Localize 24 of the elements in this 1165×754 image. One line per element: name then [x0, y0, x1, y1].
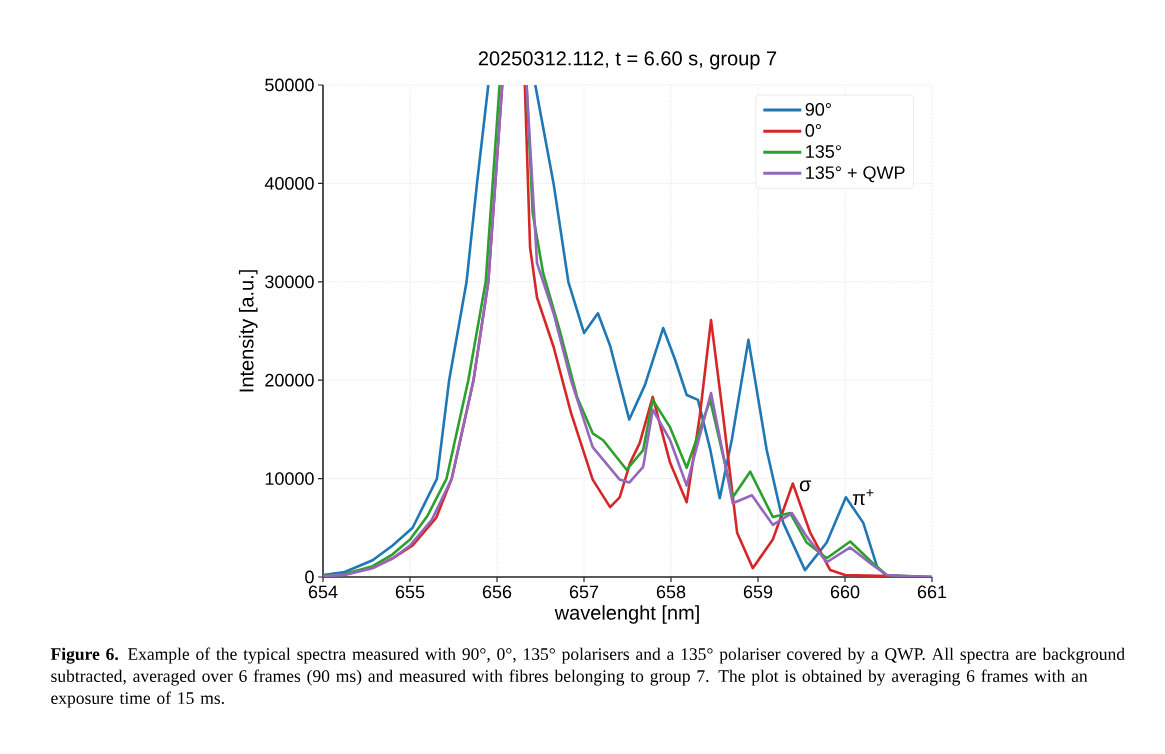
- x-tick-label: 657: [569, 585, 599, 599]
- legend-label: 135°: [806, 145, 841, 158]
- y-tick-label: 10000: [265, 472, 314, 485]
- y-tick-label: 30000: [265, 275, 314, 289]
- x-tick-label: 656: [482, 585, 512, 599]
- chart-title: 20250312.112, t = 6.60 s, group 7: [478, 51, 777, 70]
- legend-label: 90°: [805, 103, 831, 116]
- x-tick-label: 655: [395, 585, 425, 599]
- x-tick-label: 660: [830, 585, 860, 599]
- x-axis-title: wavelenght [nm]: [554, 605, 699, 624]
- annotation: σ: [799, 480, 812, 492]
- y-tick-label: 50000: [265, 78, 314, 92]
- y-axis-title: Intensity [a.u.]: [238, 270, 258, 392]
- annotation: π$^{+}$: [852, 489, 874, 506]
- y-tick-label: 20000: [265, 373, 314, 387]
- x-tick-label: 654: [308, 585, 338, 599]
- y-tick-label: 0: [305, 570, 314, 584]
- legend-label: 135° + QWP: [806, 166, 905, 183]
- y-tick-label: 40000: [264, 177, 314, 190]
- text: Figure 6. Example of the typical spectra measured with 90°, 0°, 135° polarisers and a 135° polariser covered by a QWP. All spectra are background subtracted, averaged over 6 frames (90 ms) and measured with fibres belonging to group 7. The plot is obtained by averaging 6 frames with an exposure time of 15 ms.: [50, 647, 1125, 708]
- x-tick-label: 661: [917, 585, 947, 599]
- legend-label: 0°: [805, 124, 821, 137]
- x-tick-label: 659: [743, 585, 773, 599]
- x-tick-label: 658: [656, 585, 686, 599]
